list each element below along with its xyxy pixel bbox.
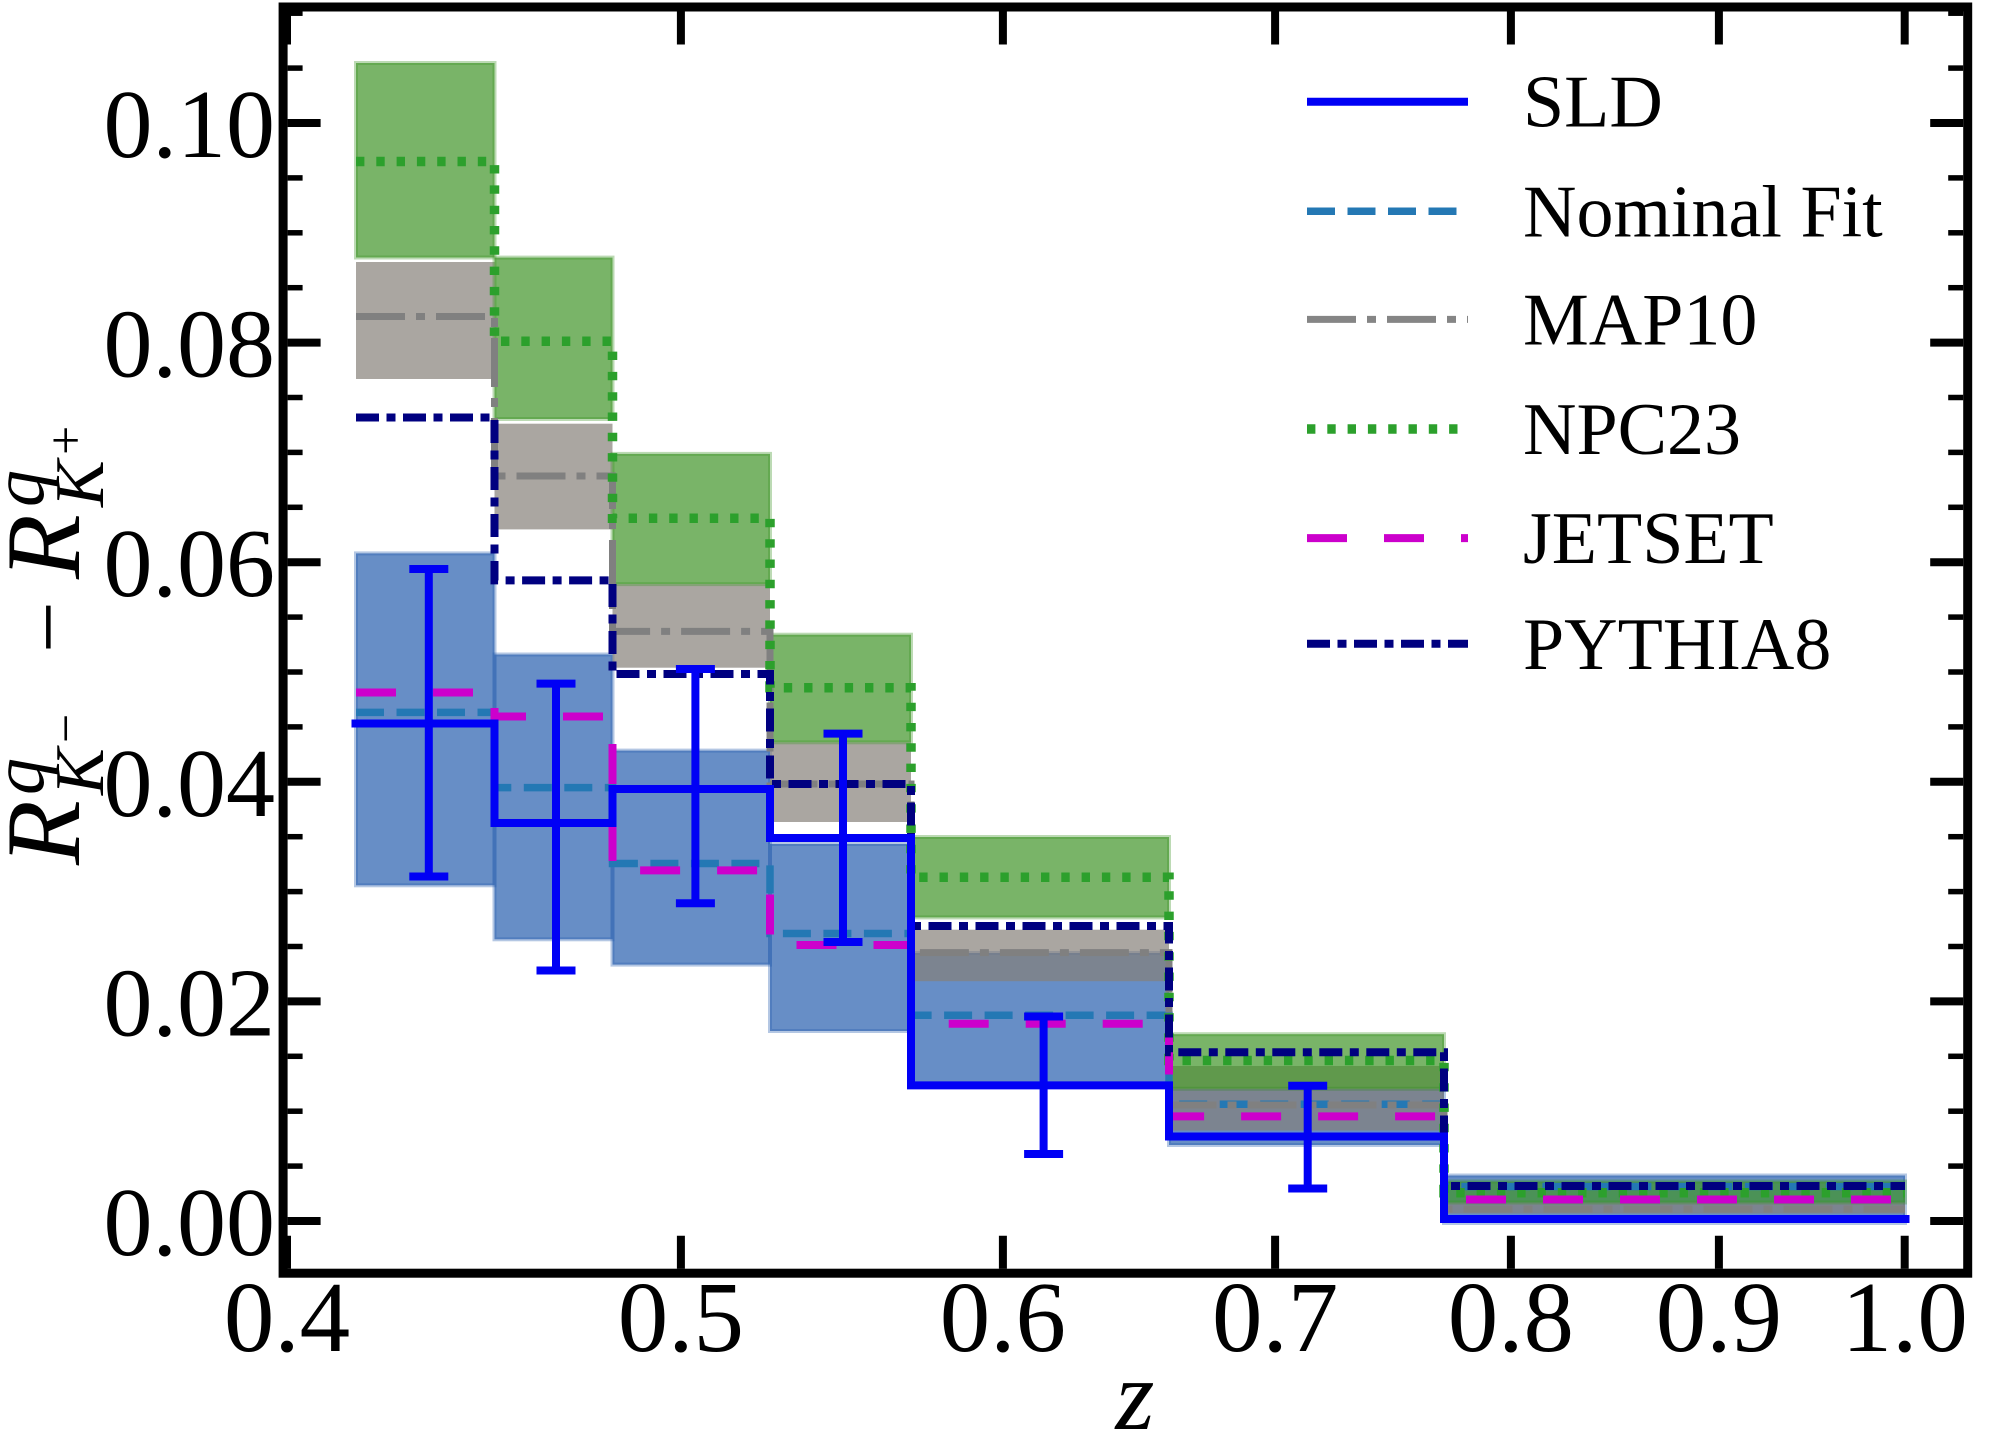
svg-text:K: K [42, 745, 119, 796]
svg-text:0.8: 0.8 [1448, 1261, 1574, 1373]
svg-text:R: R [0, 800, 102, 866]
svg-text:0.06: 0.06 [104, 510, 276, 618]
svg-text:0.00: 0.00 [104, 1169, 276, 1277]
svg-text:K: K [42, 457, 119, 508]
svg-text:0.02: 0.02 [104, 949, 276, 1057]
svg-text:0.5: 0.5 [618, 1261, 744, 1373]
svg-text:0.9: 0.9 [1656, 1261, 1782, 1373]
svg-text:−: − [0, 601, 99, 653]
svg-text:q: q [0, 758, 60, 795]
svg-text:PYTHIA8: PYTHIA8 [1523, 604, 1831, 686]
svg-text:−: − [38, 714, 95, 743]
svg-text:1.0: 1.0 [1842, 1261, 1968, 1373]
svg-text:0.08: 0.08 [104, 291, 276, 399]
svg-text:0.4: 0.4 [224, 1261, 350, 1373]
svg-text:MAP10: MAP10 [1523, 279, 1757, 361]
svg-text:SLD: SLD [1523, 62, 1663, 144]
svg-text:0.7: 0.7 [1212, 1261, 1338, 1373]
svg-text:R: R [0, 514, 102, 580]
svg-text:0.6: 0.6 [940, 1261, 1066, 1373]
svg-text:+: + [38, 426, 95, 455]
svg-text:0.04: 0.04 [104, 730, 276, 838]
svg-text:q: q [0, 470, 60, 507]
svg-text:NPC23: NPC23 [1523, 389, 1741, 471]
svg-text:Nominal Fit: Nominal Fit [1523, 171, 1883, 253]
svg-text:0.10: 0.10 [104, 71, 276, 179]
svg-text:z: z [1114, 1340, 1155, 1431]
svg-text:JETSET: JETSET [1523, 498, 1774, 580]
